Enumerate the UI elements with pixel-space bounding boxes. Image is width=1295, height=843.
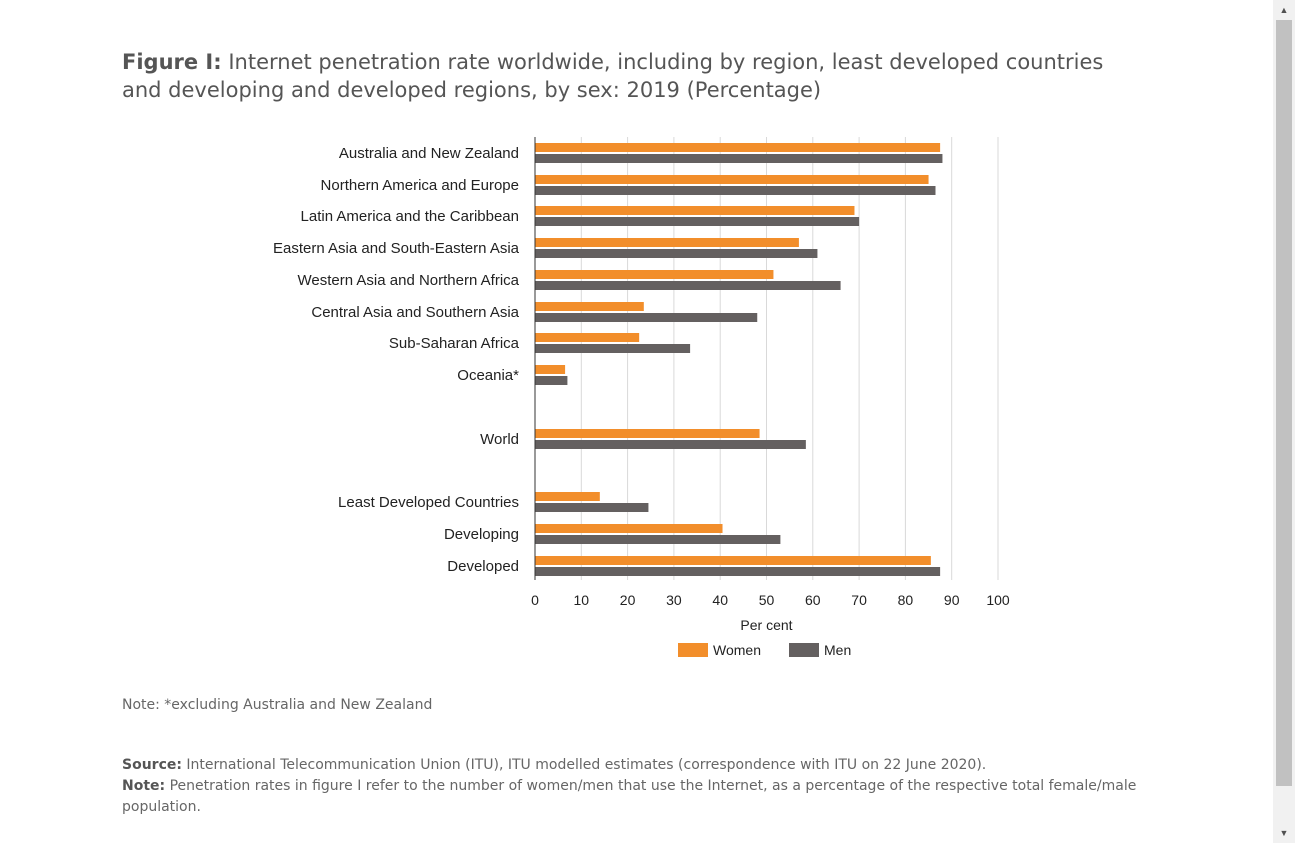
bar-men-10 (535, 535, 781, 544)
bar-women-8 (535, 429, 760, 438)
legend-swatch-women (678, 643, 708, 657)
scroll-down-arrow-icon[interactable]: ▼ (1279, 828, 1289, 838)
category-label: Sub-Saharan Africa (389, 335, 520, 352)
category-label: Developing (444, 526, 519, 543)
x-axis-title: Per cent (740, 617, 792, 633)
category-label: Central Asia and Southern Asia (311, 304, 519, 321)
scrollbar-thumb[interactable] (1276, 20, 1292, 786)
bar-women-2 (535, 206, 855, 215)
category-label: Australia and New Zealand (339, 145, 519, 162)
bar-men-6 (535, 344, 691, 353)
bar-women-5 (535, 302, 644, 311)
bar-men-9 (535, 503, 649, 512)
x-tick-label: 60 (805, 592, 821, 608)
x-tick-label: 40 (712, 592, 728, 608)
bar-men-5 (535, 313, 758, 322)
scroll-up-arrow-icon[interactable]: ▲ (1279, 5, 1289, 15)
bar-women-3 (535, 238, 799, 247)
source-text: International Telecommunication Union (I… (181, 757, 987, 773)
figure-title: Figure I: Internet penetration rate worl… (122, 48, 1122, 104)
note-text: Penetration rates in figure I refer to t… (122, 778, 1137, 815)
bar-women-1 (535, 175, 929, 184)
vertical-scrollbar[interactable]: ▲ ▼ (1273, 0, 1295, 843)
bar-women-7 (535, 365, 566, 374)
source-line: Source: International Telecommunication … (122, 755, 1162, 776)
category-label: Least Developed Countries (338, 494, 519, 511)
category-label: Western Asia and Northern Africa (298, 272, 520, 289)
bar-women-9 (535, 492, 600, 501)
bar-men-7 (535, 376, 568, 385)
bar-men-0 (535, 154, 943, 163)
bar-men-1 (535, 186, 936, 195)
bar-men-3 (535, 249, 818, 258)
bar-women-6 (535, 333, 640, 342)
x-tick-label: 0 (531, 592, 539, 608)
x-tick-label: 100 (986, 592, 1010, 608)
bar-men-2 (535, 217, 860, 226)
bar-women-10 (535, 524, 723, 533)
legend-swatch-men (789, 643, 819, 657)
category-label: World (480, 431, 519, 448)
bar-chart: 0 10 20 30 40 50 60 70 80 90 100 Australia and New … (273, 137, 1010, 658)
bar-women-4 (535, 270, 774, 279)
legend-label-men: Men (824, 642, 851, 658)
figure-title-label: Figure I: (122, 50, 222, 74)
bar-men-11 (535, 567, 941, 576)
x-tick-label: 90 (944, 592, 960, 608)
footnote-excluding: Note: *excluding Australia and New Zeala… (122, 697, 433, 713)
source-label: Source: (122, 757, 182, 773)
bar-men-4 (535, 281, 841, 290)
category-label: Eastern Asia and South-Eastern Asia (273, 240, 520, 257)
source-block: Source: International Telecommunication … (122, 755, 1162, 818)
legend-label-women: Women (713, 642, 761, 658)
note-label: Note: (122, 778, 166, 794)
category-label: Northern America and Europe (321, 177, 519, 194)
bar-women-11 (535, 556, 931, 565)
x-tick-label: 70 (851, 592, 867, 608)
note-line: Note: Penetration rates in figure I refe… (122, 776, 1162, 818)
bar-men-8 (535, 440, 806, 449)
bar-women-0 (535, 143, 941, 152)
x-tick-label: 30 (666, 592, 682, 608)
category-label: Developed (447, 558, 519, 575)
x-tick-label: 80 (898, 592, 914, 608)
category-label: Latin America and the Caribbean (301, 208, 519, 225)
x-tick-label: 10 (574, 592, 590, 608)
figure-title-text: Internet penetration rate worldwide, inc… (122, 50, 1104, 102)
x-tick-label: 20 (620, 592, 636, 608)
x-tick-label: 50 (759, 592, 775, 608)
category-label: Oceania* (457, 367, 519, 384)
